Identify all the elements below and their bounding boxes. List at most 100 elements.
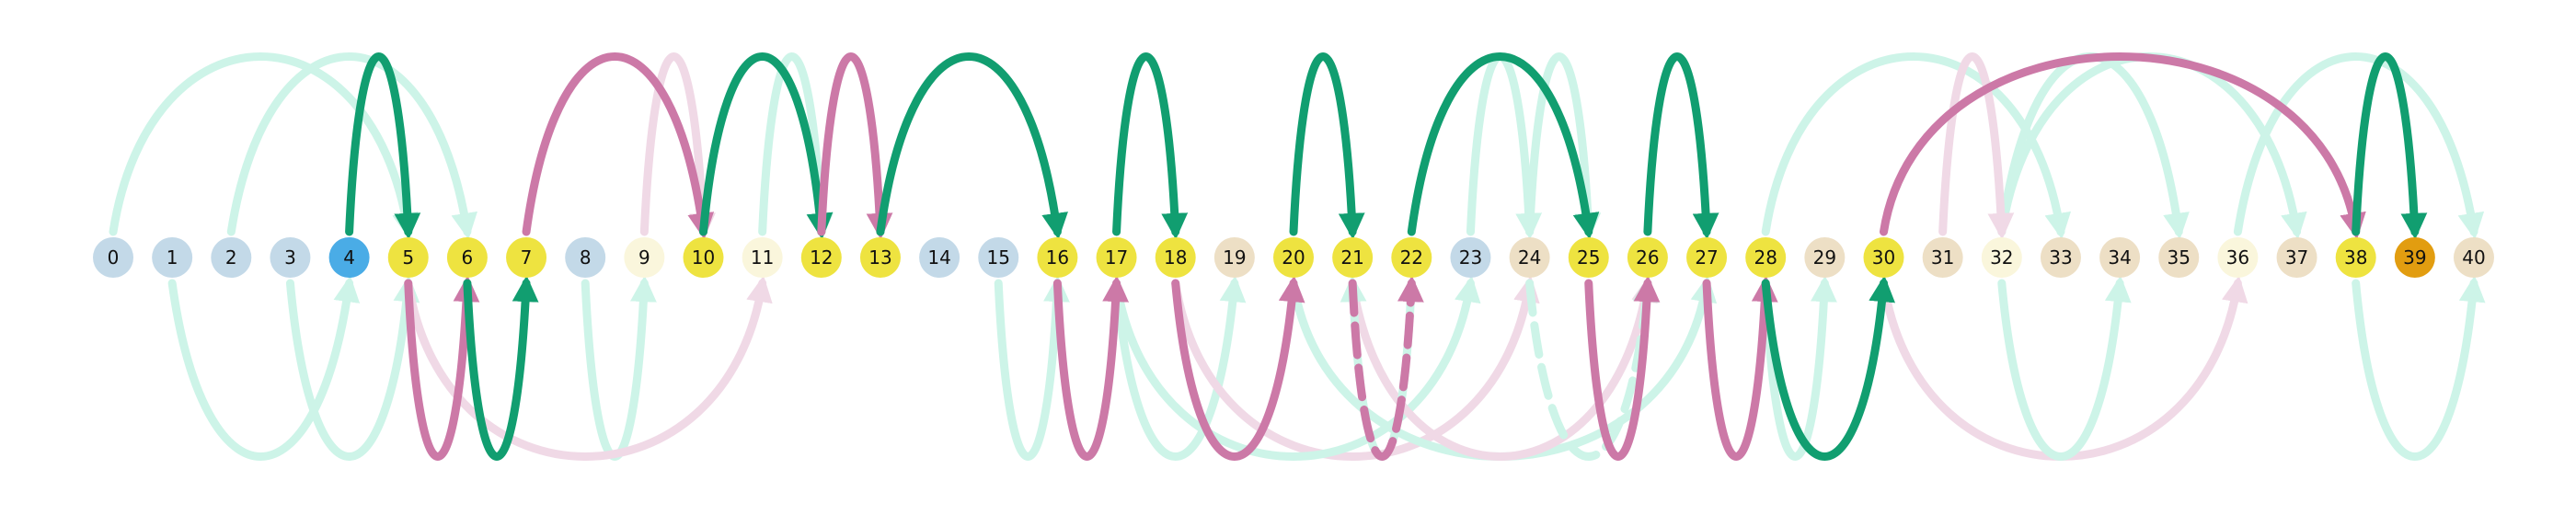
node-circle <box>1981 237 2022 278</box>
node-label: 20 <box>1282 246 1305 269</box>
node-circle <box>1568 237 1609 278</box>
node-25: 25 <box>1568 237 1609 278</box>
node-13: 13 <box>859 237 901 278</box>
node-label: 5 <box>402 246 414 269</box>
node-26: 26 <box>1627 237 1668 278</box>
node-label: 29 <box>1813 246 1836 269</box>
arc-11-to-12 <box>758 52 834 240</box>
arc-20-to-21 <box>1289 52 1365 240</box>
arc-15-to-16 <box>994 275 1070 461</box>
arc-3-to-5 <box>285 275 420 461</box>
node-circle <box>2454 237 2494 278</box>
node-circle <box>1096 237 1137 278</box>
node-label: 37 <box>2285 246 2308 269</box>
node-15: 15 <box>978 237 1019 278</box>
arc-36-to-40 <box>2233 52 2485 240</box>
arc-21-to-22 <box>1348 275 1424 461</box>
arc-27-to-28 <box>1702 275 1778 461</box>
node-label: 1 <box>167 246 178 269</box>
node-label: 23 <box>1459 246 1482 269</box>
node-label: 38 <box>2344 246 2367 269</box>
node-21: 21 <box>1332 237 1374 278</box>
arc-0-to-5 <box>109 52 419 240</box>
arc-4-to-5 <box>345 52 421 240</box>
node-9: 9 <box>624 237 665 278</box>
node-24: 24 <box>1509 237 1550 278</box>
node-28: 28 <box>1745 237 1787 278</box>
node-circle <box>1922 237 1963 278</box>
node-11: 11 <box>742 237 783 278</box>
node-label: 3 <box>284 246 296 269</box>
arc-28-to-29 <box>1761 275 1837 461</box>
node-label: 12 <box>810 246 833 269</box>
node-circle <box>2217 237 2259 278</box>
node-circle <box>683 237 724 278</box>
arc-8-to-9 <box>581 275 657 461</box>
arc-13-to-16 <box>876 52 1068 240</box>
node-circle <box>1509 237 1550 278</box>
node-18: 18 <box>1155 237 1196 278</box>
node-circle <box>1155 237 1196 278</box>
node-circle <box>1213 237 1255 278</box>
node-circle <box>624 237 665 278</box>
node-33: 33 <box>2040 237 2081 278</box>
arc-17-to-23 <box>1112 275 1481 461</box>
arc-32-to-34 <box>1997 275 2132 461</box>
node-label: 8 <box>580 246 592 269</box>
node-circle <box>270 237 311 278</box>
arc-31-to-32 <box>1938 52 2015 240</box>
node-36: 36 <box>2217 237 2259 278</box>
node-14: 14 <box>919 237 960 278</box>
node-29: 29 <box>1804 237 1846 278</box>
node-label: 7 <box>521 246 533 269</box>
node-38: 38 <box>2335 237 2376 278</box>
arc-28-to-30 <box>1761 275 1895 461</box>
node-label: 31 <box>1931 246 1954 269</box>
node-32: 32 <box>1981 237 2022 278</box>
node-label: 33 <box>2049 246 2072 269</box>
node-label: 28 <box>1754 246 1777 269</box>
node-40: 40 <box>2454 237 2494 278</box>
arc-6-to-7 <box>463 275 539 461</box>
node-circle <box>1804 237 1846 278</box>
node-label: 19 <box>1223 246 1246 269</box>
arc-16-to-17 <box>1052 275 1130 461</box>
node-label: 40 <box>2462 246 2485 269</box>
node-label: 10 <box>692 246 715 269</box>
arc-9-to-10 <box>639 52 716 240</box>
node-label: 0 <box>108 246 120 269</box>
node-circle <box>1745 237 1787 278</box>
node-label: 22 <box>1400 246 1423 269</box>
arc-17-to-18 <box>1112 52 1189 240</box>
arc-30-to-38 <box>1880 52 2366 240</box>
node-circle <box>2394 237 2435 278</box>
node-label: 13 <box>868 246 891 269</box>
node-circle <box>2040 237 2081 278</box>
node-label: 6 <box>462 246 474 269</box>
node-circle <box>2335 237 2376 278</box>
node-label: 15 <box>987 246 1010 269</box>
node-5: 5 <box>387 237 429 278</box>
node-label: 14 <box>927 246 950 269</box>
node-23: 23 <box>1450 237 1491 278</box>
arc-25-to-26 <box>1584 275 1661 461</box>
node-circle <box>2158 237 2200 278</box>
node-39: 39 <box>2394 237 2435 278</box>
arc-12-to-13 <box>817 52 893 240</box>
arc-21-to-26 <box>1348 275 1658 461</box>
node-circle <box>1627 237 1668 278</box>
node-7: 7 <box>506 237 547 278</box>
node-17: 17 <box>1096 237 1137 278</box>
node-label: 32 <box>1990 246 2013 269</box>
node-label: 2 <box>225 246 237 269</box>
arc-26-to-27 <box>1643 52 1719 240</box>
node-circle <box>1391 237 1432 278</box>
node-circle <box>565 237 606 278</box>
arc-7-to-10 <box>522 52 715 240</box>
node-circle <box>211 237 252 278</box>
arc-24-to-26 <box>1525 275 1660 461</box>
node-16: 16 <box>1037 237 1078 278</box>
arc-23-to-24 <box>1466 52 1543 240</box>
node-circle <box>800 237 842 278</box>
